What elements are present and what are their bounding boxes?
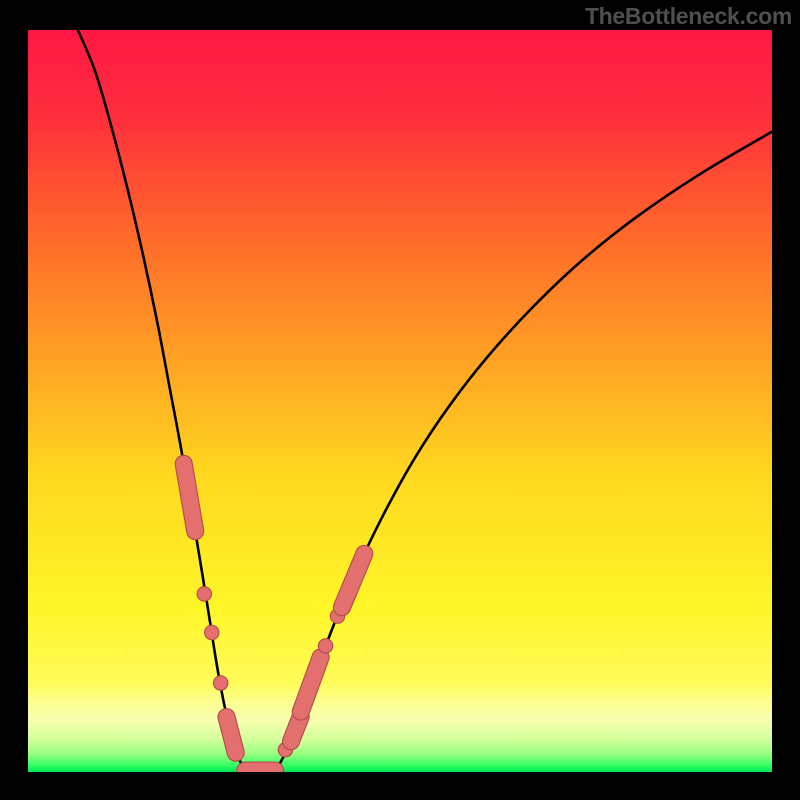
chart-frame: TheBottleneck.com xyxy=(0,0,800,800)
marker-left-1 xyxy=(197,587,211,601)
marker-left-3 xyxy=(213,676,227,690)
plot-svg xyxy=(28,30,772,772)
watermark-text: TheBottleneck.com xyxy=(585,3,792,30)
marker-right-3 xyxy=(318,639,332,653)
plot-area xyxy=(28,30,772,772)
gradient-background xyxy=(28,30,772,772)
marker-bottom xyxy=(237,762,284,772)
marker-left-2 xyxy=(205,625,219,639)
